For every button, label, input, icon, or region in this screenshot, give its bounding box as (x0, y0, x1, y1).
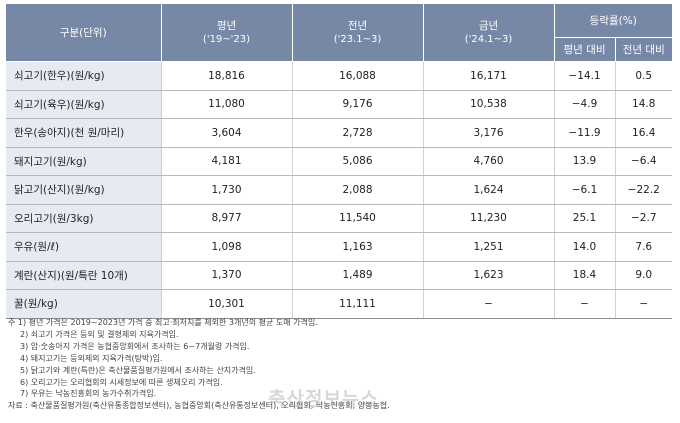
footnote: 5) 닭고기와 계란(특란)은 축산물품질평가원에서 조사하는 산지가격임. (20, 365, 256, 375)
cell-cur: 1,623 (423, 261, 555, 290)
cell-vs-prev: −2.7 (615, 204, 672, 233)
header-avg-label: 평년 (216, 19, 237, 32)
table-row: 한우(송아지)(천 원/마리) 3,604 2,728 3,176 −11.9 … (6, 118, 672, 148)
cell-cur: 11,230 (423, 204, 555, 233)
cell-vs-avg: −14.1 (554, 61, 616, 91)
header-cur: 금년 ('24.1~3) (422, 4, 555, 62)
watermark: 축산정보뉴스 (268, 388, 379, 410)
footnote: 7) 우유는 낙농진흥회의 농가수취가격임. (20, 389, 157, 399)
row-name: 돼지고기(원/kg) (6, 147, 162, 176)
cell-vs-prev: 7.6 (615, 232, 672, 262)
footnote: 4) 돼지고기는 등외제외 지육가격(탕박)임. (20, 353, 163, 363)
header-change: 등락률(%) (553, 4, 672, 38)
footnote: 6) 오리고기는 오리협회의 시세정보에 따른 생체오리 가격임. (20, 377, 223, 387)
footnote: 2) 쇠고기 가격은 등외 및 결형제외 지육가격임. (20, 329, 179, 339)
footnote: 주 1) 평년 가격은 2019~2023년 가격 중 최고·최저치를 제외한 … (8, 318, 318, 327)
cell-cur: 10,538 (423, 90, 555, 119)
table-row: 우유(원/ℓ) 1,098 1,163 1,251 14.0 7.6 (6, 232, 672, 262)
header-category: 구분(단위) (6, 4, 162, 62)
cell-prev: 2,728 (292, 118, 424, 148)
cell-avg: 1,098 (161, 232, 293, 262)
cell-avg: 4,181 (161, 147, 293, 176)
table-row: 돼지고기(원/kg) 4,181 5,086 4,760 13.9 −6.4 (6, 147, 672, 176)
cell-vs-avg: −11.9 (554, 118, 616, 148)
cell-cur: 1,251 (423, 232, 555, 262)
footnote: 3) 암·숫송아지 가격은 농협중앙회에서 조사하는 6~7개월령 가격임. (20, 341, 250, 351)
footnotes: 주 1) 평년 가격은 2019~2023년 가격 중 최고·최저치를 제외한 … (8, 317, 668, 412)
source-note: 자료 : 축산물품질평가원(축산유통종합정보센터), 농협중앙회(축산유통정보센… (8, 401, 390, 411)
cell-cur: − (423, 289, 555, 319)
cell-cur: 4,760 (423, 147, 555, 176)
cell-avg: 3,604 (161, 118, 293, 148)
cell-vs-prev: 14.8 (615, 90, 672, 119)
cell-avg: 18,816 (161, 61, 293, 91)
cell-vs-avg: −4.9 (554, 90, 616, 119)
header-prev-label: 전년 (347, 19, 368, 32)
cell-vs-avg: − (554, 289, 616, 319)
cell-avg: 8,977 (161, 204, 293, 233)
cell-prev: 1,163 (292, 232, 424, 262)
header-cur-label: 금년 (478, 19, 499, 32)
row-name: 쇠고기(한우)(원/kg) (6, 61, 162, 91)
cell-prev: 16,088 (292, 61, 424, 91)
cell-vs-avg: 13.9 (554, 147, 616, 176)
table-row: 오리고기(원/3kg) 8,977 11,540 11,230 25.1 −2.… (6, 204, 672, 233)
table-row: 계란(산지)(원/특란 10개) 1,370 1,489 1,623 18.4 … (6, 261, 672, 290)
header-prev-period: ('23.1~3) (333, 33, 382, 45)
table-row: 꿀(원/kg) 10,301 11,111 − − − (6, 289, 672, 319)
cell-prev: 11,540 (292, 204, 424, 233)
row-name: 한우(송아지)(천 원/마리) (6, 118, 162, 148)
table-header: 구분(단위) 평년 ('19~'23) 전년 ('23.1~3) 금년 ('24… (6, 4, 672, 62)
cell-cur: 3,176 (423, 118, 555, 148)
row-name: 우유(원/ℓ) (6, 232, 162, 262)
cell-avg: 11,080 (161, 90, 293, 119)
cell-vs-avg: 18.4 (554, 261, 616, 290)
cell-vs-prev: 0.5 (615, 61, 672, 91)
cell-vs-prev: 9.0 (615, 261, 672, 290)
table-row: 쇠고기(한우)(원/kg) 18,816 16,088 16,171 −14.1… (6, 61, 672, 91)
row-name: 계란(산지)(원/특란 10개) (6, 261, 162, 290)
cell-prev: 5,086 (292, 147, 424, 176)
cell-prev: 11,111 (292, 289, 424, 319)
cell-vs-prev: − (615, 289, 672, 319)
cell-vs-avg: 25.1 (554, 204, 616, 233)
cell-cur: 16,171 (423, 61, 555, 91)
row-name: 오리고기(원/3kg) (6, 204, 162, 233)
price-table: 구분(단위) 평년 ('19~'23) 전년 ('23.1~3) 금년 ('24… (6, 4, 672, 319)
header-vs-prev: 전년 대비 (614, 37, 672, 62)
cell-avg: 1,370 (161, 261, 293, 290)
header-prev: 전년 ('23.1~3) (291, 4, 424, 62)
cell-vs-prev: −22.2 (615, 175, 672, 205)
row-name: 쇠고기(육우)(원/kg) (6, 90, 162, 119)
cell-vs-prev: −6.4 (615, 147, 672, 176)
cell-vs-avg: −6.1 (554, 175, 616, 205)
cell-vs-prev: 16.4 (615, 118, 672, 148)
table-row: 닭고기(산지)(원/kg) 1,730 2,088 1,624 −6.1 −22… (6, 175, 672, 205)
row-name: 꿀(원/kg) (6, 289, 162, 319)
table-row: 쇠고기(육우)(원/kg) 11,080 9,176 10,538 −4.9 1… (6, 90, 672, 119)
cell-prev: 2,088 (292, 175, 424, 205)
cell-avg: 10,301 (161, 289, 293, 319)
cell-prev: 1,489 (292, 261, 424, 290)
header-vs-avg: 평년 대비 (553, 37, 616, 62)
header-avg-period: ('19~'23) (202, 33, 251, 45)
cell-cur: 1,624 (423, 175, 555, 205)
cell-vs-avg: 14.0 (554, 232, 616, 262)
row-name: 닭고기(산지)(원/kg) (6, 175, 162, 205)
header-cur-period: ('24.1~3) (464, 33, 513, 45)
header-avg: 평년 ('19~'23) (160, 4, 293, 62)
cell-avg: 1,730 (161, 175, 293, 205)
cell-prev: 9,176 (292, 90, 424, 119)
